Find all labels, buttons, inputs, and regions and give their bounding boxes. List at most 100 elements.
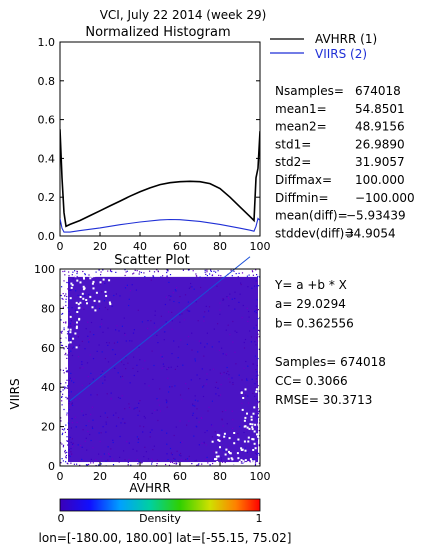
density-speckle <box>234 297 236 300</box>
density-speckle <box>166 368 168 371</box>
density-gap <box>238 462 241 465</box>
stat-label: std1= <box>275 137 311 151</box>
scatter-x-tick-label: 0 <box>57 470 64 483</box>
density-speckle <box>70 391 72 393</box>
density-speckle <box>92 462 94 464</box>
density-gap <box>233 442 236 445</box>
density-speckle <box>106 393 108 395</box>
density-speckle <box>132 273 134 275</box>
density-gap <box>218 440 221 442</box>
stat-value: 100.000 <box>355 173 405 187</box>
density-gap <box>93 299 96 302</box>
density-speckle <box>71 307 73 309</box>
density-gap <box>224 453 227 456</box>
density-gap <box>217 455 220 458</box>
density-speckle <box>181 313 183 315</box>
density-speckle <box>174 385 176 387</box>
density-gap <box>228 450 230 453</box>
density-speckle <box>255 378 257 380</box>
density-speckle <box>69 322 71 325</box>
density-gap <box>60 304 63 307</box>
density-speckle <box>121 375 124 377</box>
density-speckle <box>107 270 109 272</box>
density-speckle <box>84 440 86 442</box>
density-speckle <box>127 461 129 464</box>
density-speckle <box>138 402 140 404</box>
density-speckle <box>204 311 206 313</box>
density-speckle <box>226 423 228 425</box>
density-gap <box>249 458 252 461</box>
density-speckle <box>128 304 130 307</box>
density-speckle <box>179 452 182 455</box>
density-speckle <box>210 269 212 271</box>
density-speckle <box>124 422 126 424</box>
density-speckle <box>257 318 259 320</box>
density-speckle <box>72 442 74 444</box>
density-speckle <box>112 414 115 416</box>
density-speckle <box>90 394 92 396</box>
density-speckle <box>256 340 259 342</box>
density-speckle <box>144 360 146 362</box>
density-gap <box>99 281 102 284</box>
density-speckle <box>86 449 88 451</box>
density-gap <box>228 452 231 455</box>
density-speckle <box>206 271 208 273</box>
density-speckle <box>255 312 257 314</box>
density-speckle <box>256 371 258 373</box>
density-speckle <box>89 383 91 385</box>
density-speckle <box>81 446 83 448</box>
density-speckle <box>85 328 87 330</box>
density-speckle <box>143 426 145 428</box>
density-gap <box>69 297 72 300</box>
density-speckle <box>258 422 260 424</box>
density-speckle <box>228 298 230 300</box>
density-speckle <box>222 299 224 301</box>
density-speckle <box>208 306 211 308</box>
density-speckle <box>188 287 190 289</box>
density-speckle <box>175 426 177 428</box>
density-speckle <box>202 395 205 398</box>
density-speckle <box>220 439 222 441</box>
density-speckle <box>139 359 141 361</box>
density-speckle <box>154 310 156 312</box>
density-speckle <box>179 441 182 444</box>
density-speckle <box>70 447 72 450</box>
density-speckle <box>102 331 104 333</box>
density-speckle <box>77 356 80 358</box>
density-speckle <box>200 342 202 344</box>
density-speckle <box>258 454 260 456</box>
density-gap <box>243 463 246 466</box>
density-speckle <box>86 362 89 364</box>
density-gap <box>237 438 240 441</box>
density-speckle <box>181 398 183 401</box>
density-speckle <box>98 432 100 434</box>
density-speckle <box>88 420 90 422</box>
density-speckle <box>157 399 159 401</box>
density-speckle <box>142 431 144 433</box>
density-gap <box>69 341 72 344</box>
density-speckle <box>62 389 64 391</box>
density-speckle <box>121 361 123 363</box>
scatter-fit-line <box>69 256 251 402</box>
density-speckle <box>177 357 179 359</box>
density-speckle <box>151 461 153 463</box>
density-gap <box>215 455 218 458</box>
density-gap <box>91 282 94 285</box>
scatter-y-ticks: 0 20 40 60 80 100 <box>34 263 64 473</box>
density-speckle <box>92 419 94 421</box>
density-speckle <box>150 334 152 336</box>
density-gap <box>82 288 85 291</box>
density-speckle <box>153 271 156 273</box>
density-speckle <box>93 334 95 336</box>
density-speckle <box>60 319 62 321</box>
density-speckle <box>65 457 67 459</box>
density-speckle <box>70 372 72 374</box>
density-speckle <box>60 331 62 333</box>
density-speckle <box>235 363 237 365</box>
density-speckle <box>168 281 170 283</box>
density-speckle <box>70 299 72 301</box>
density-gap <box>247 463 250 466</box>
density-speckle <box>141 321 143 323</box>
density-speckle <box>218 349 221 351</box>
density-speckle <box>69 404 72 406</box>
